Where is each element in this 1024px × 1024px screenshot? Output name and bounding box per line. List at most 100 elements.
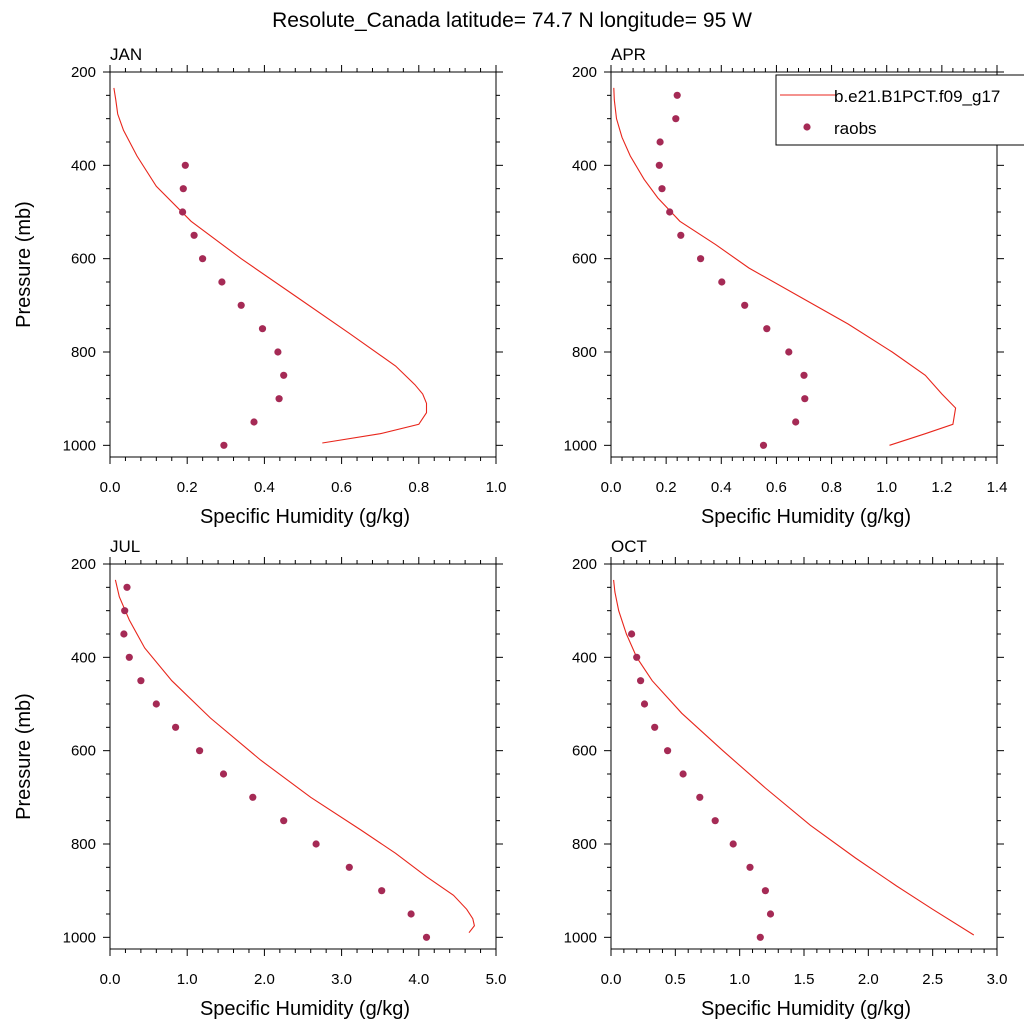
raobs-point: [219, 770, 228, 778]
x-tick-label: 1.0: [729, 971, 750, 988]
raobs-point: [672, 115, 680, 123]
x-tick-label: 0.4: [254, 479, 275, 496]
raobs-point: [637, 677, 645, 685]
panel-title: JUL: [110, 537, 140, 556]
series-line-model: [114, 579, 475, 934]
x-tick-label: 1.2: [931, 479, 952, 496]
raobs-point: [258, 325, 267, 333]
raobs-point: [640, 700, 649, 708]
y-tick-label: 400: [71, 157, 96, 174]
raobs-point: [651, 723, 659, 731]
x-tick-label: 1.0: [486, 479, 507, 496]
legend: b.e21.B1PCT.f09_g17 raobs: [775, 74, 1024, 146]
raobs-point: [312, 840, 320, 848]
y-tick-label: 400: [572, 649, 597, 666]
raobs-point: [656, 138, 664, 146]
y-tick-label: 600: [71, 251, 96, 268]
raobs-point: [120, 630, 128, 638]
raobs-point: [121, 607, 129, 615]
raobs-point: [785, 348, 793, 356]
x-tick-label: 1.0: [177, 971, 198, 988]
raobs-point: [763, 325, 771, 333]
raobs-point: [718, 278, 726, 286]
raobs-point: [697, 255, 705, 263]
x-tick-label: 5.0: [486, 971, 507, 988]
panels: JAN 0.0 0.2 0.4 0.6 0.8 1.0 200 400 600 800 1000 Spe…: [13, 45, 1007, 1020]
raobs-point: [746, 863, 754, 871]
raobs-point: [218, 278, 226, 286]
y-tick-label: 200: [71, 64, 96, 81]
raobs-point: [237, 301, 245, 309]
raobs-point: [280, 817, 288, 825]
raobs-point: [275, 395, 283, 403]
legend-obs-swatch: [803, 123, 811, 131]
y-tick-label: 800: [572, 836, 597, 853]
y-tick-label: 600: [572, 743, 597, 760]
panel-apr: APR 0.0 0.2 0.4 0.6 0.8 1.0 1.2 1.4 200 400 600 800 1…: [564, 45, 1008, 528]
plot-frame: [109, 563, 497, 950]
x-tick-label: 0.0: [100, 479, 121, 496]
raobs-point: [633, 653, 641, 661]
x-tick-label: 3.0: [331, 971, 352, 988]
x-axis-label: Specific Humidity (g/kg): [701, 506, 911, 528]
y-tick-label: 800: [71, 836, 96, 853]
panel-oct: OCT 0.0 0.5 1.0 1.5 2.0 2.5 3.0 200 400 600 800 1000…: [564, 537, 1008, 1020]
raobs-point: [741, 301, 749, 309]
x-tick-label: 0.8: [408, 479, 429, 496]
raobs-point: [196, 747, 204, 755]
figure-title: Resolute_Canada latitude= 74.7 N longitu…: [272, 9, 752, 32]
raobs-point: [378, 887, 386, 895]
series-line-model: [613, 87, 957, 446]
series-line-model: [113, 87, 428, 444]
panel-title: JAN: [110, 45, 142, 64]
x-tick-label: 0.5: [665, 971, 686, 988]
panel-jul: JUL 0.0 1.0 2.0 3.0 4.0 5.0 200 400 600 800 1000 Spe…: [13, 537, 506, 1020]
legend-box: [775, 74, 1024, 146]
x-tick-label: 2.0: [858, 971, 879, 988]
raobs-point: [761, 887, 770, 895]
x-axis-label: Specific Humidity (g/kg): [200, 998, 410, 1020]
x-tick-label: 0.6: [331, 479, 352, 496]
raobs-point: [664, 747, 672, 755]
y-tick-label: 1000: [63, 929, 96, 946]
raobs-point: [123, 583, 131, 591]
y-tick-label: 600: [572, 251, 597, 268]
x-tick-label: 1.5: [794, 971, 815, 988]
x-tick-label: 0.2: [656, 479, 677, 496]
raobs-point: [628, 630, 636, 638]
x-tick-label: 3.0: [987, 971, 1008, 988]
y-tick-label: 600: [71, 743, 96, 760]
panel-title: OCT: [611, 537, 647, 556]
raobs-point: [249, 793, 257, 801]
x-tick-label: 1.0: [876, 479, 897, 496]
raobs-point: [199, 255, 207, 263]
raobs-point: [658, 185, 666, 193]
x-tick-label: 0.2: [177, 479, 198, 496]
raobs-point: [792, 418, 800, 426]
raobs-point: [766, 910, 775, 918]
plot-frame: [109, 71, 497, 458]
x-tick-label: 0.8: [821, 479, 842, 496]
y-tick-label: 1000: [564, 437, 597, 454]
raobs-point: [152, 700, 160, 708]
raobs-point: [190, 231, 198, 239]
x-axis-label: Specific Humidity (g/kg): [701, 998, 911, 1020]
x-tick-label: 0.6: [766, 479, 787, 496]
panel-title: APR: [611, 45, 646, 64]
raobs-point: [250, 418, 258, 426]
x-tick-label: 0.0: [100, 971, 121, 988]
raobs-point: [729, 840, 737, 848]
x-tick-label: 2.0: [254, 971, 275, 988]
x-tick-label: 0.4: [711, 479, 732, 496]
raobs-point: [759, 441, 768, 449]
legend-model-label: b.e21.B1PCT.f09_g17: [834, 87, 1000, 106]
y-tick-label: 200: [71, 556, 96, 573]
raobs-point: [800, 371, 808, 379]
y-tick-label: 1000: [564, 929, 597, 946]
raobs-point: [696, 793, 704, 801]
raobs-point: [655, 161, 663, 169]
raobs-point: [666, 208, 674, 216]
raobs-point: [679, 770, 687, 778]
raobs-point: [801, 395, 809, 403]
raobs-point: [407, 910, 415, 918]
